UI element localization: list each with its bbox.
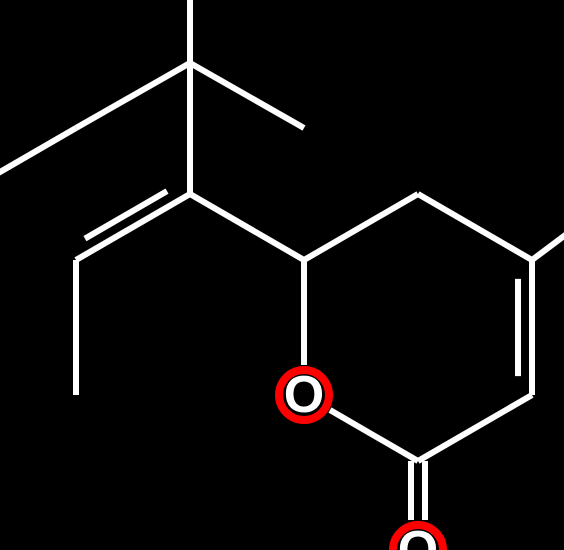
bond [330, 410, 418, 461]
bond [532, 194, 564, 260]
bond [190, 194, 304, 260]
bond [418, 395, 532, 461]
bond [76, 194, 190, 260]
bond [418, 194, 532, 260]
molecule-diagram: OO [0, 0, 564, 550]
bond [190, 63, 304, 128]
bonds [0, 0, 564, 520]
atom-label-o: O [398, 521, 438, 550]
bond [76, 63, 190, 128]
bond [304, 194, 418, 260]
atom-label-o: O [284, 366, 324, 424]
bond [0, 128, 76, 194]
